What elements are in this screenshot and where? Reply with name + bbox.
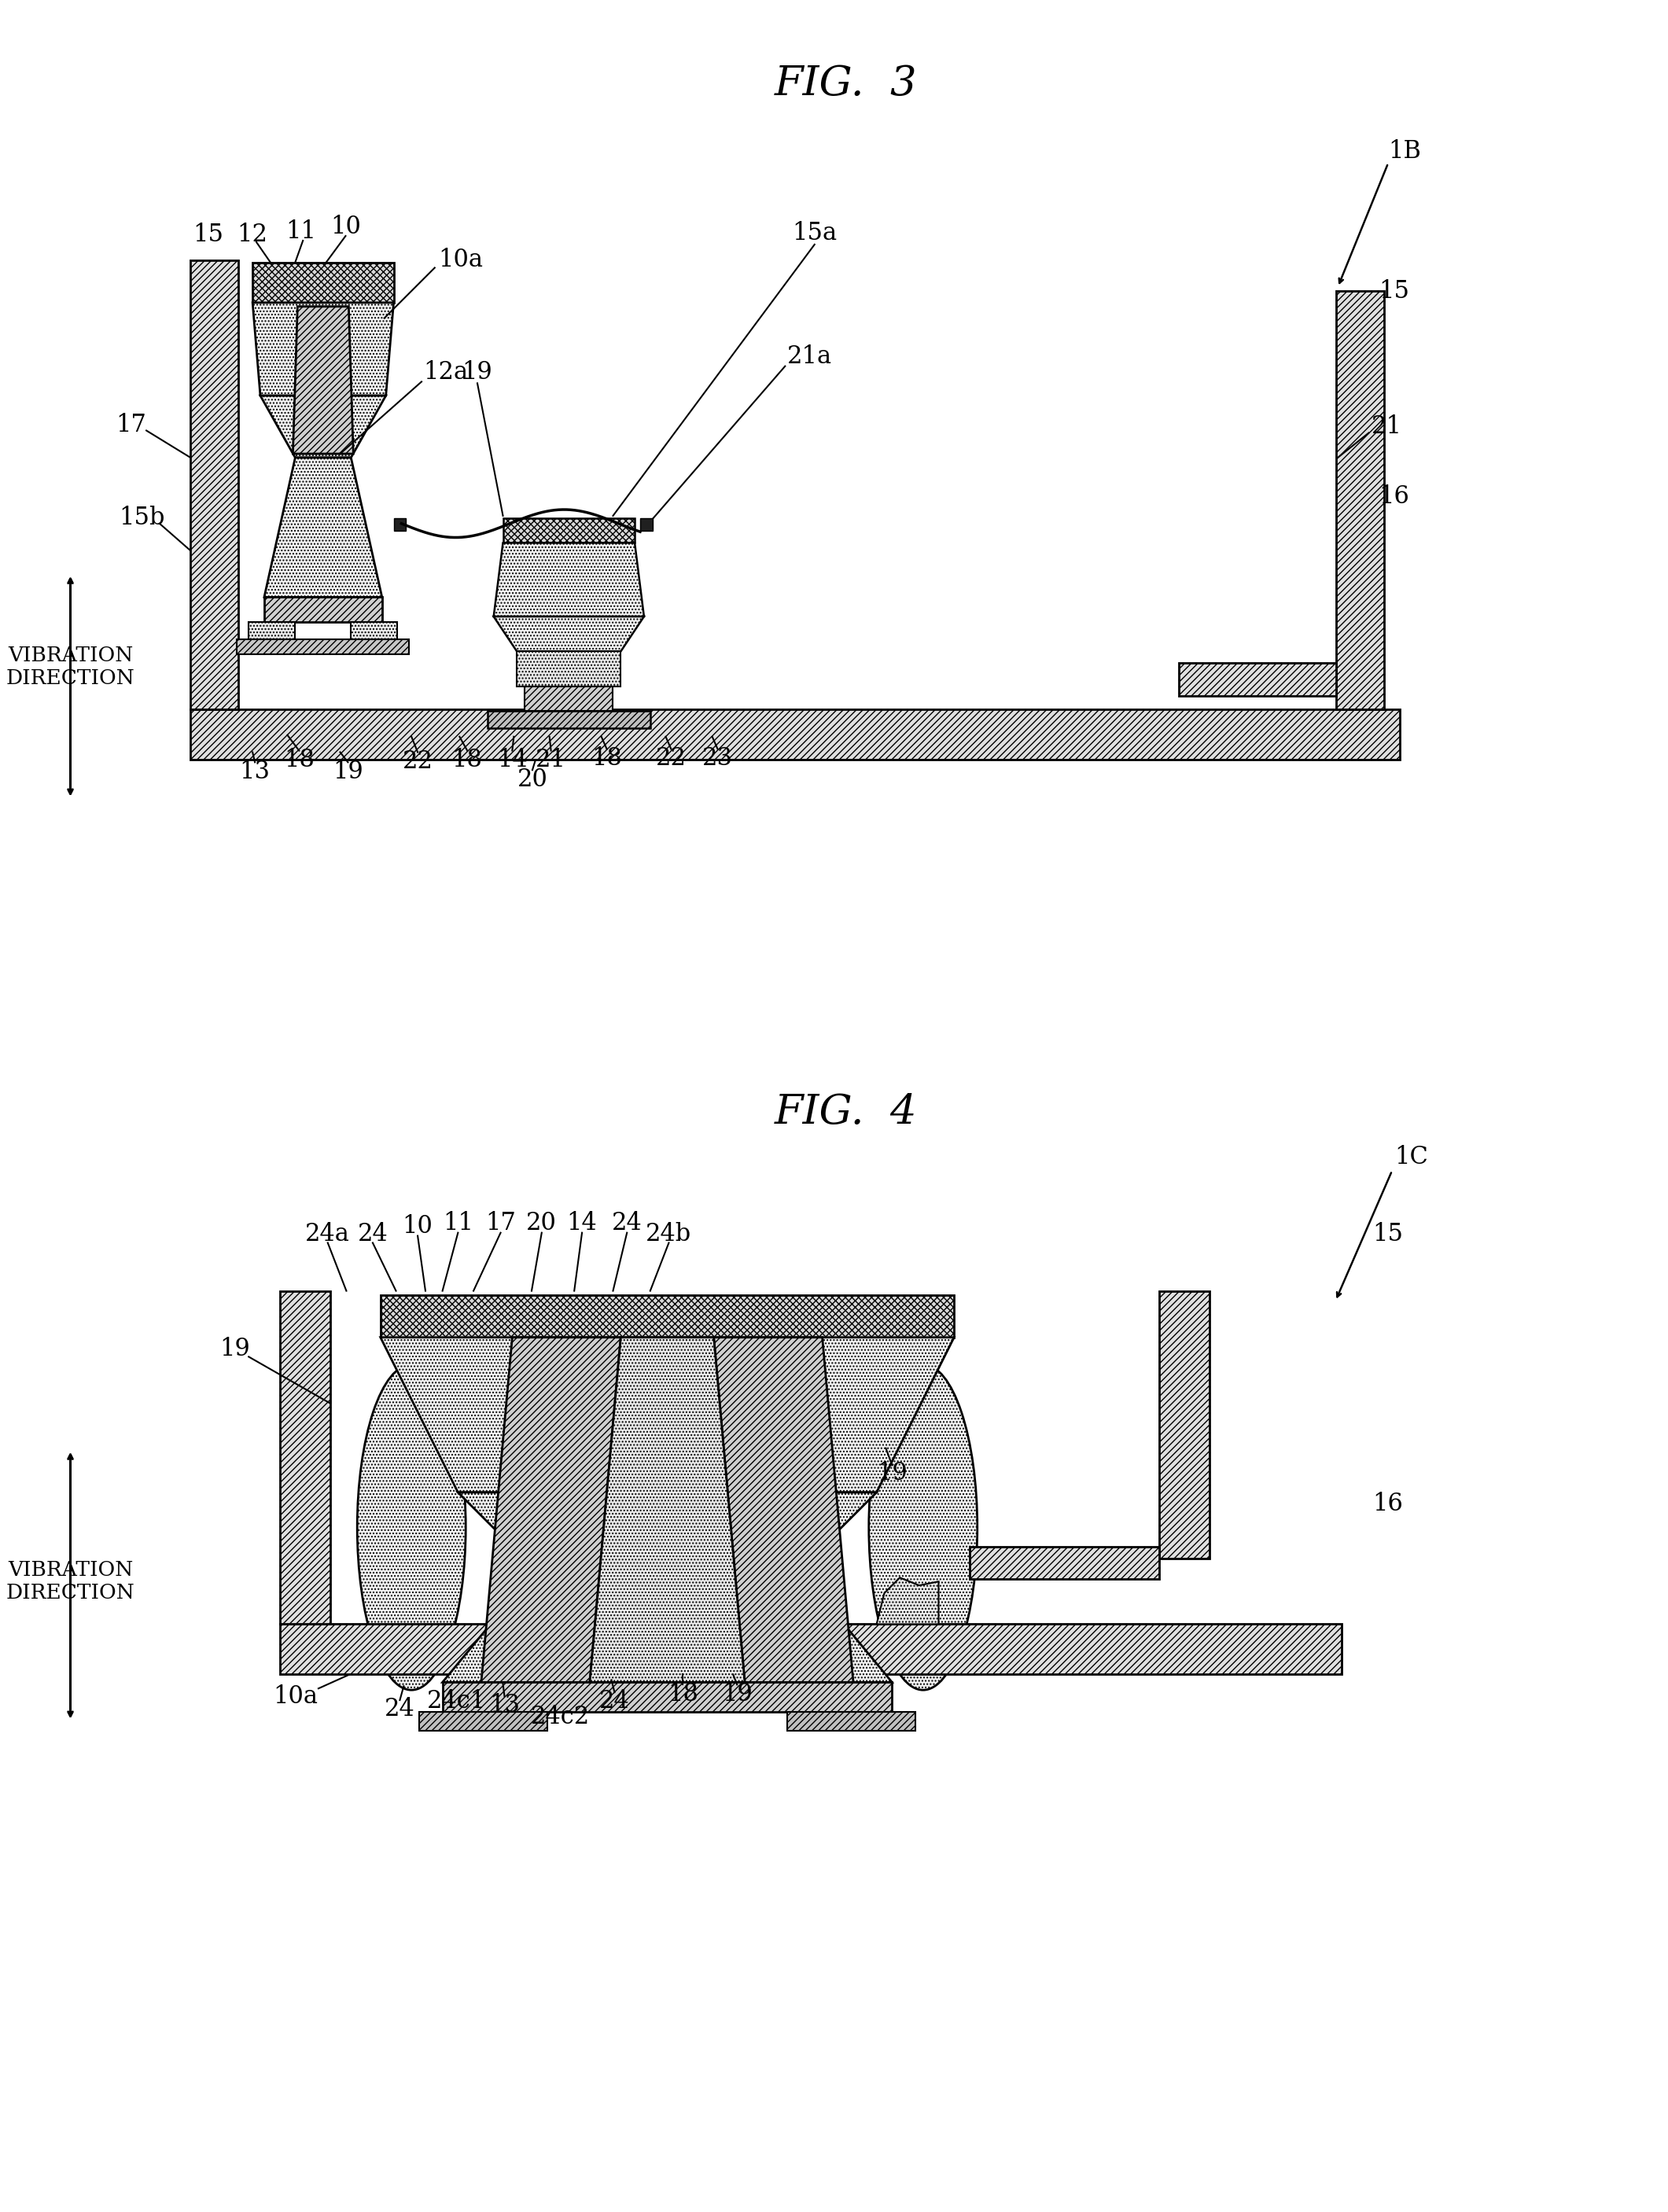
Text: 15: 15 xyxy=(1373,1221,1403,1248)
Bar xyxy=(525,686,614,710)
Text: 18: 18 xyxy=(667,1681,697,1705)
Bar xyxy=(190,261,239,710)
Bar xyxy=(442,1683,892,1712)
Text: 19: 19 xyxy=(220,1336,250,1360)
Bar xyxy=(190,710,1399,761)
Text: 13: 13 xyxy=(489,1694,520,1719)
Polygon shape xyxy=(459,1493,877,1571)
Text: 18: 18 xyxy=(452,748,482,772)
Text: 10a: 10a xyxy=(439,248,484,272)
Polygon shape xyxy=(260,396,385,458)
Text: 19: 19 xyxy=(722,1681,752,1705)
Bar xyxy=(1159,1292,1209,1557)
Polygon shape xyxy=(494,542,644,617)
Text: VIBRATION
DIRECTION: VIBRATION DIRECTION xyxy=(7,646,135,688)
Text: 11: 11 xyxy=(285,219,317,243)
Text: 10: 10 xyxy=(330,215,360,239)
Bar xyxy=(1179,664,1336,695)
Bar xyxy=(280,1624,1341,1674)
Text: 15: 15 xyxy=(193,221,224,246)
Bar xyxy=(419,1712,547,1732)
Text: 15a: 15a xyxy=(792,221,837,246)
Bar xyxy=(237,639,409,655)
Text: 19: 19 xyxy=(462,361,492,385)
Text: 15: 15 xyxy=(1379,279,1409,303)
Text: 20: 20 xyxy=(517,768,547,792)
Polygon shape xyxy=(714,1338,854,1683)
Polygon shape xyxy=(482,1338,620,1683)
Polygon shape xyxy=(590,1338,746,1683)
Text: 17: 17 xyxy=(115,414,147,438)
Text: FIG.  4: FIG. 4 xyxy=(774,1093,917,1133)
Text: 16: 16 xyxy=(1379,484,1409,509)
Text: 15b: 15b xyxy=(118,507,165,531)
Text: 1B: 1B xyxy=(1388,139,1421,164)
Text: 18: 18 xyxy=(592,745,622,770)
Bar xyxy=(487,710,651,728)
Text: FIG.  3: FIG. 3 xyxy=(774,64,917,104)
Bar xyxy=(641,518,652,531)
Bar xyxy=(394,518,405,531)
Text: 21: 21 xyxy=(1371,414,1401,438)
Bar xyxy=(249,622,295,639)
Text: 12a: 12a xyxy=(424,361,469,385)
Text: 10a: 10a xyxy=(274,1683,317,1708)
Text: 21: 21 xyxy=(535,748,567,772)
Text: 13: 13 xyxy=(240,759,270,783)
Text: VIBRATION
DIRECTION: VIBRATION DIRECTION xyxy=(7,1559,135,1604)
Polygon shape xyxy=(264,458,382,597)
Bar xyxy=(504,518,636,542)
Polygon shape xyxy=(877,1577,939,1624)
Bar xyxy=(252,263,394,303)
Text: 24a: 24a xyxy=(305,1221,350,1248)
Text: 24b: 24b xyxy=(646,1221,692,1248)
Text: 14: 14 xyxy=(497,748,527,772)
Polygon shape xyxy=(442,1571,892,1683)
Text: 22: 22 xyxy=(402,750,434,774)
Polygon shape xyxy=(380,1338,954,1493)
Text: 24: 24 xyxy=(599,1690,631,1714)
Bar xyxy=(350,622,397,639)
Text: 17: 17 xyxy=(485,1212,515,1237)
Polygon shape xyxy=(252,303,394,396)
Text: 16: 16 xyxy=(1373,1491,1403,1515)
Bar xyxy=(517,650,620,686)
Text: 19: 19 xyxy=(332,759,364,783)
Polygon shape xyxy=(494,617,644,650)
Ellipse shape xyxy=(869,1365,977,1690)
Bar xyxy=(380,1294,954,1338)
Text: 24c1: 24c1 xyxy=(427,1690,485,1714)
Bar xyxy=(787,1712,916,1732)
Text: 22: 22 xyxy=(656,745,687,770)
Text: 24: 24 xyxy=(357,1221,389,1248)
Text: 11: 11 xyxy=(442,1212,474,1237)
Bar xyxy=(969,1546,1159,1579)
Bar xyxy=(280,1292,330,1624)
Text: 24: 24 xyxy=(612,1212,642,1237)
Ellipse shape xyxy=(357,1365,465,1690)
Text: 14: 14 xyxy=(567,1212,597,1237)
Text: 10: 10 xyxy=(402,1214,434,1239)
Text: 19: 19 xyxy=(877,1460,907,1484)
Text: 12: 12 xyxy=(237,221,269,246)
Text: 21a: 21a xyxy=(787,345,832,369)
Text: 18: 18 xyxy=(284,748,314,772)
Text: 24: 24 xyxy=(385,1697,415,1721)
Text: 24c2: 24c2 xyxy=(530,1705,590,1730)
Polygon shape xyxy=(294,307,354,453)
Text: 23: 23 xyxy=(702,745,732,770)
Bar xyxy=(264,597,382,622)
Text: 1C: 1C xyxy=(1394,1144,1428,1168)
Text: 20: 20 xyxy=(527,1212,557,1237)
Bar xyxy=(1336,292,1384,710)
